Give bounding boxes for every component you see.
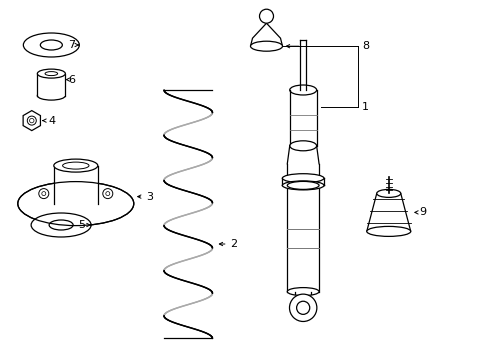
Ellipse shape [282, 181, 324, 190]
Ellipse shape [54, 159, 98, 172]
Ellipse shape [41, 40, 62, 50]
Ellipse shape [37, 69, 65, 78]
Ellipse shape [31, 213, 91, 237]
Ellipse shape [23, 33, 79, 57]
Text: 1: 1 [362, 102, 368, 112]
Ellipse shape [282, 174, 324, 183]
Circle shape [289, 294, 316, 321]
Ellipse shape [18, 181, 134, 226]
Circle shape [39, 189, 49, 199]
Polygon shape [250, 23, 282, 46]
Ellipse shape [287, 181, 319, 189]
Text: 7: 7 [68, 40, 79, 50]
Ellipse shape [62, 162, 89, 169]
Ellipse shape [37, 91, 65, 100]
Ellipse shape [289, 141, 316, 151]
Ellipse shape [49, 220, 73, 230]
Ellipse shape [287, 288, 319, 296]
Polygon shape [366, 193, 410, 231]
Ellipse shape [45, 72, 58, 76]
Bar [287, 185, 319, 292]
Text: 5: 5 [78, 220, 91, 230]
Bar [282, 178, 323, 185]
Text: 8: 8 [362, 41, 368, 51]
Bar [54, 166, 98, 204]
Circle shape [296, 301, 309, 314]
Circle shape [102, 189, 113, 199]
Ellipse shape [376, 189, 400, 197]
Ellipse shape [366, 226, 410, 237]
Circle shape [259, 9, 273, 23]
Text: 4: 4 [42, 116, 56, 126]
Bar [289, 90, 316, 146]
Text: 3: 3 [138, 192, 152, 202]
Ellipse shape [250, 41, 282, 51]
Bar [287, 164, 319, 178]
Bar [37, 73, 65, 96]
Text: 6: 6 [65, 75, 75, 85]
Circle shape [27, 116, 36, 125]
Text: 2: 2 [219, 239, 237, 249]
Text: 9: 9 [414, 207, 425, 217]
Ellipse shape [289, 85, 316, 95]
Polygon shape [23, 111, 41, 131]
